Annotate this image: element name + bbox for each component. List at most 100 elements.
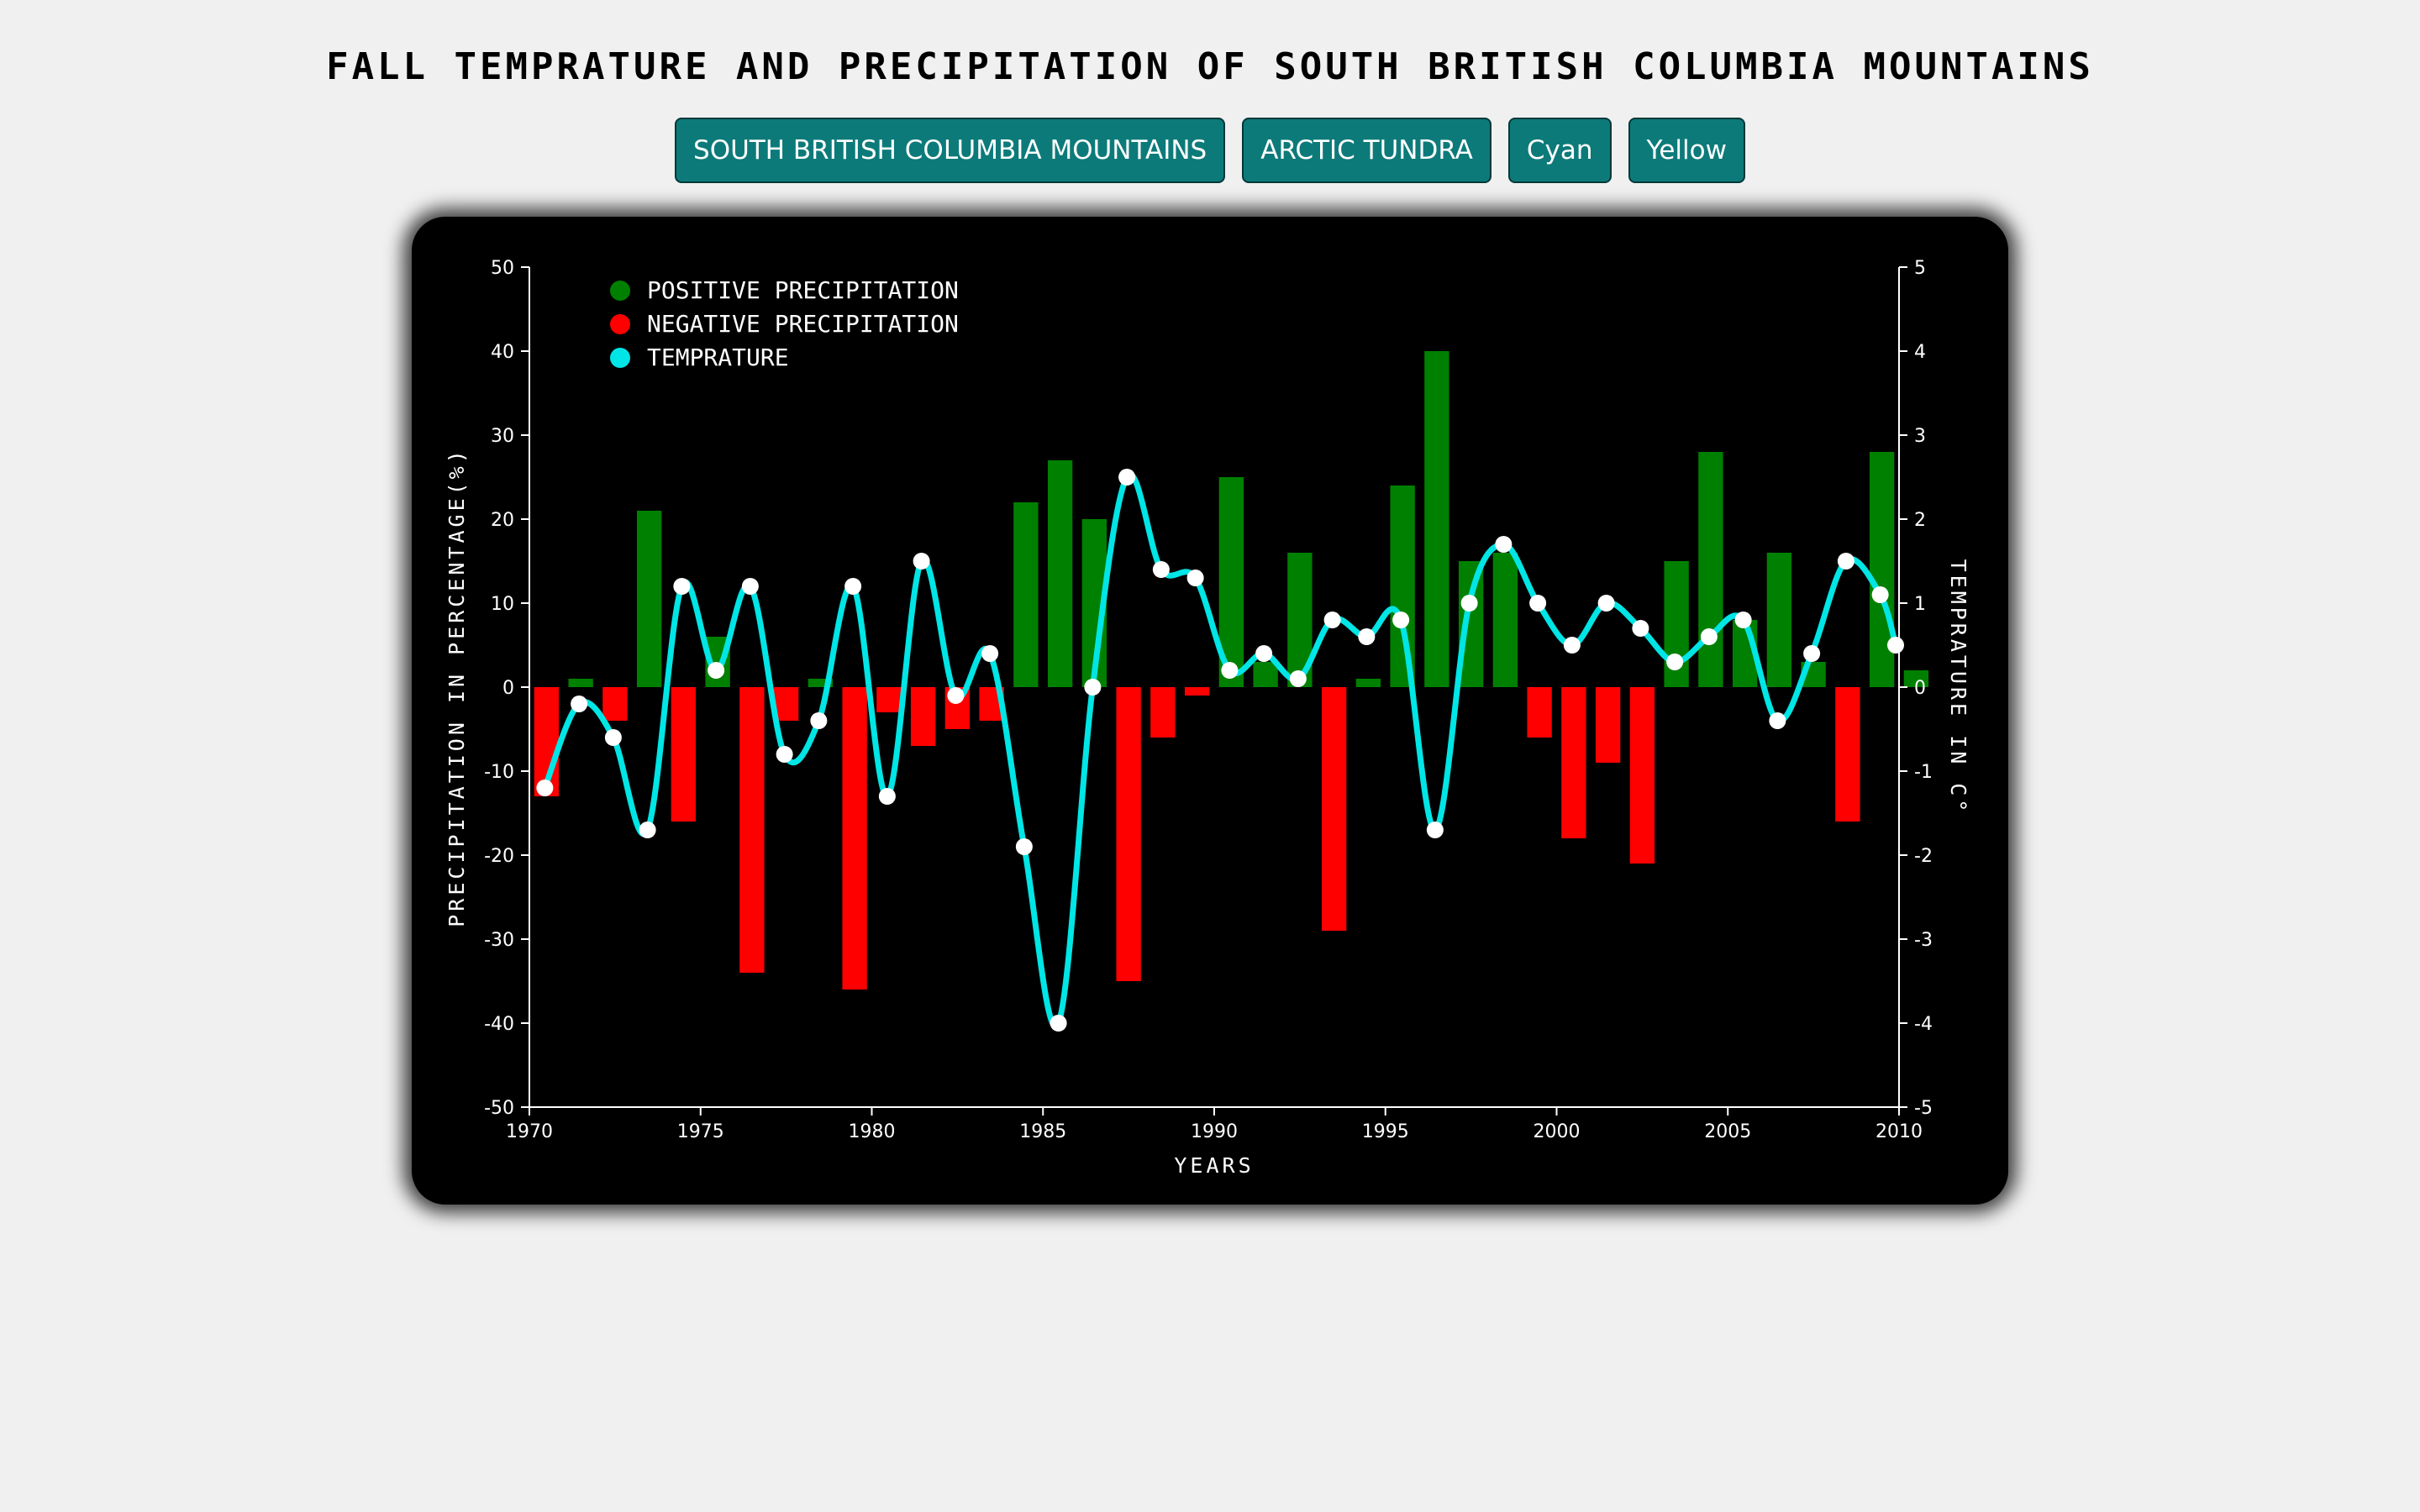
temp-point-2003 [1666, 654, 1684, 670]
temp-point-1975 [708, 662, 725, 679]
y2-tick-label: 2 [1914, 510, 1926, 531]
y-tick-label: 0 [502, 678, 514, 699]
bar-1988 [1150, 687, 1176, 738]
bar-1999 [1527, 687, 1552, 738]
region-button-arctic-tundra[interactable]: ARCTIC TUNDRA [1242, 118, 1491, 183]
legend-label-negative: NEGATIVE PRECIPITATION [647, 310, 959, 338]
temp-point-1972 [604, 729, 622, 746]
temp-point-1970 [536, 780, 554, 796]
region-button-south-bc-mountains[interactable]: SOUTH BRITISH COLUMBIA MOUNTAINS [675, 118, 1226, 183]
temp-point-2005 [1734, 612, 1752, 628]
bar-1995 [1390, 486, 1415, 687]
temp-point-1982 [947, 687, 965, 704]
temp-point-1999 [1529, 595, 1547, 612]
bar-1971 [568, 679, 593, 687]
temp-point-1981 [913, 553, 930, 570]
page-title: FALL TEMPRATURE AND PRECIPITATION OF SOU… [326, 45, 2094, 88]
y2-tick-label: 4 [1914, 342, 1926, 363]
x-tick-label: 1985 [1019, 1121, 1066, 1142]
chart-container: 50 40 30 20 10 0 -10 -20 -30 -40 -50 5 4 3 2 1 0 -1 -2 -3 -4… [412, 217, 2008, 1205]
y2-tick-label: -2 [1914, 846, 1933, 867]
bar-1994 [1355, 679, 1381, 687]
y-tick-label: 20 [491, 510, 514, 531]
temp-point-1993 [1323, 612, 1341, 628]
temp-point-1989 [1186, 570, 1204, 586]
button-row: SOUTH BRITISH COLUMBIA MOUNTAINS ARCTIC … [0, 118, 2420, 183]
temp-point-1983 [981, 645, 999, 662]
legend: POSITIVE PRECIPITATION NEGATIVE PRECIPIT… [610, 276, 959, 371]
y2-tick-label: 1 [1914, 594, 1926, 615]
axes-group: 50403020100-10-20-30-40-50543210-1-2-3-4… [484, 258, 1933, 1142]
bar-1996 [1424, 351, 1449, 687]
bar-1980 [876, 687, 902, 712]
bar-2001 [1595, 687, 1621, 763]
bar-2006 [1766, 553, 1792, 687]
temp-point-1992 [1289, 670, 1307, 687]
x-axis-title: YEARS [1174, 1153, 1254, 1178]
temp-point-2001 [1597, 595, 1615, 612]
y2-tick-label: 3 [1914, 426, 1926, 447]
y-tick-label: -10 [484, 762, 514, 783]
temp-point-1979 [844, 578, 862, 595]
temp-point-1976 [741, 578, 759, 595]
bar-1993 [1321, 687, 1347, 931]
color-button-cyan[interactable]: Cyan [1507, 118, 1612, 183]
x-tick-label: 1970 [506, 1121, 553, 1142]
temp-point-1977 [776, 746, 793, 763]
temp-point-1984 [1015, 838, 1033, 855]
bar-1984 [1013, 502, 1039, 687]
bar-1976 [739, 687, 765, 973]
temp-point-1971 [571, 696, 588, 712]
legend-marker-positive [610, 281, 630, 301]
y2-tick-label: -3 [1914, 930, 1933, 951]
y2-tick-label: -1 [1914, 762, 1933, 783]
temp-point-1994 [1358, 628, 1376, 645]
bar-2000 [1561, 687, 1586, 838]
y-tick-label: -20 [484, 846, 514, 867]
color-button-yellow[interactable]: Yellow [1628, 118, 1745, 183]
temp-point-2010 [1887, 637, 1904, 654]
bars-group [534, 351, 1929, 990]
x-tick-label: 2000 [1534, 1121, 1581, 1142]
bar-1974 [671, 687, 697, 822]
bar-1998 [1492, 553, 1518, 687]
temp-point-1996 [1426, 822, 1444, 838]
temp-point-1991 [1255, 645, 1273, 662]
y2-axis-title: TEMPRATURE IN C° [1946, 559, 1970, 816]
points-group [536, 469, 1904, 1032]
temp-point-1988 [1152, 561, 1170, 578]
y2-tick-label: 5 [1914, 258, 1926, 279]
bar-2010 [1903, 670, 1929, 687]
bar-1987 [1116, 687, 1141, 981]
x-tick-label: 1995 [1362, 1121, 1409, 1142]
y-tick-label: 10 [491, 594, 514, 615]
temp-point-1978 [810, 712, 828, 729]
temp-point-1974 [673, 578, 691, 595]
temp-point-2009 [1871, 586, 1889, 603]
temp-point-1980 [878, 788, 896, 805]
x-tick-label: 1990 [1191, 1121, 1238, 1142]
temp-point-1998 [1495, 536, 1512, 553]
legend-marker-negative [610, 314, 630, 334]
bar-2008 [1835, 687, 1860, 822]
temp-point-2000 [1563, 637, 1581, 654]
x-tick-label: 2005 [1704, 1121, 1751, 1142]
bar-1985 [1047, 460, 1073, 687]
y-tick-label: -40 [484, 1014, 514, 1035]
y-axis-title: PRECIPITATION IN PERCENTAGE(%) [445, 447, 469, 927]
x-tick-label: 1980 [849, 1121, 896, 1142]
bar-1972 [602, 687, 628, 721]
bar-2002 [1629, 687, 1655, 864]
x-tick-label: 1975 [677, 1121, 724, 1142]
bar-1978 [808, 679, 834, 687]
x-tick-label: 2010 [1876, 1121, 1923, 1142]
temp-point-2002 [1632, 620, 1649, 637]
temp-point-1973 [639, 822, 656, 838]
legend-label-positive: POSITIVE PRECIPITATION [647, 276, 959, 304]
temp-point-2006 [1769, 712, 1786, 729]
legend-label-temperature: TEMPRATURE [647, 344, 789, 371]
y2-tick-label: 0 [1914, 678, 1926, 699]
chart-svg: 50403020100-10-20-30-40-50543210-1-2-3-4… [445, 258, 1970, 1178]
bar-2009 [1869, 452, 1895, 687]
temp-point-2007 [1803, 645, 1821, 662]
